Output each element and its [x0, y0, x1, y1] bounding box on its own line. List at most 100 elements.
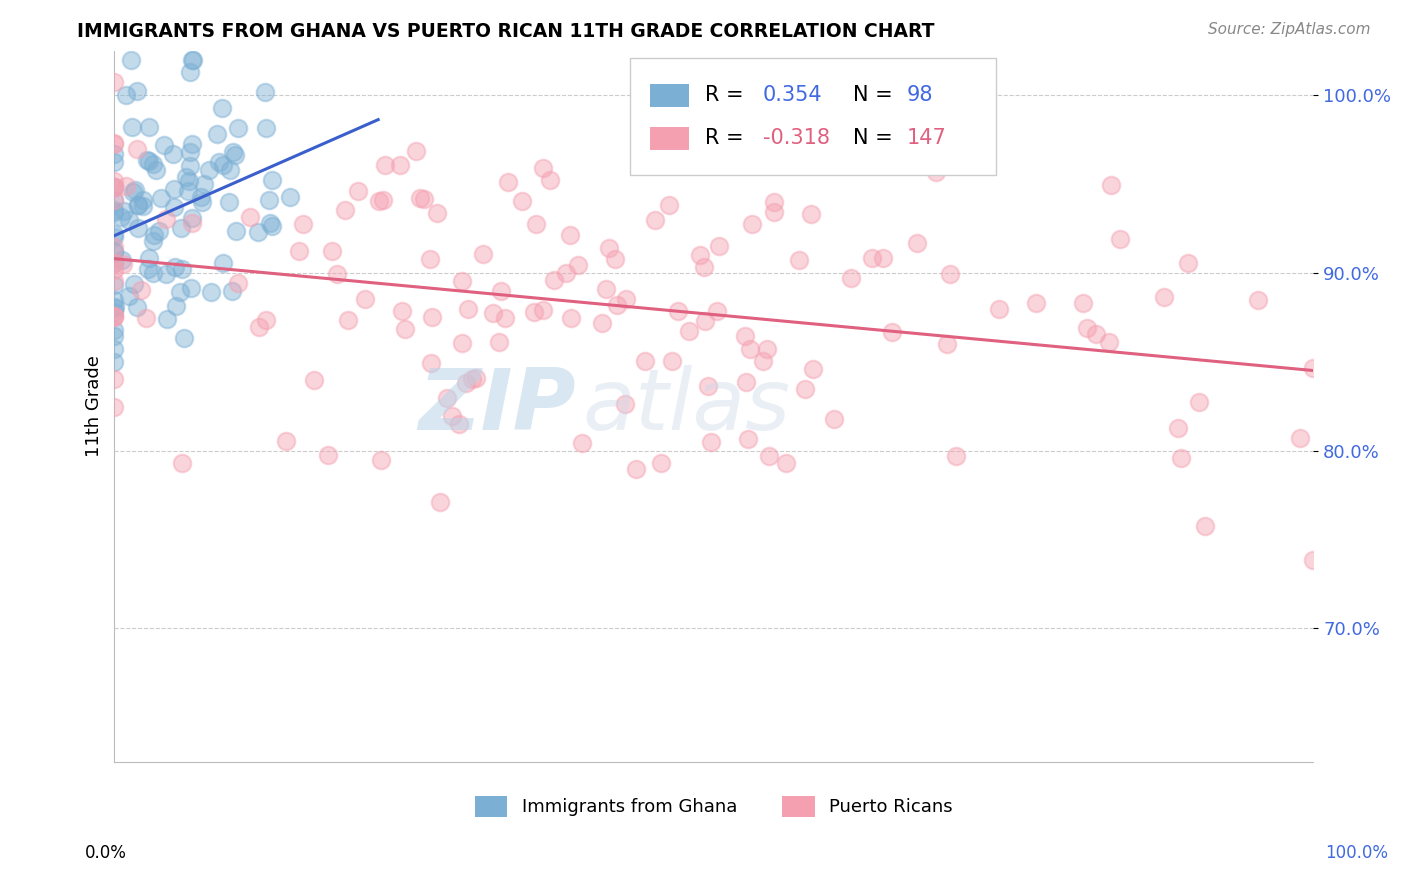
- Point: [374, 158, 396, 172]
- Point: [103, 136, 125, 151]
- Point: [531, 302, 554, 317]
- Point: [554, 266, 576, 280]
- Point: [163, 260, 186, 275]
- Point: [239, 210, 262, 224]
- Point: [181, 211, 204, 226]
- Point: [103, 400, 125, 414]
- Point: [180, 281, 202, 295]
- Text: R =: R =: [706, 86, 751, 105]
- Point: [567, 258, 589, 272]
- Point: [103, 305, 125, 319]
- Point: [257, 193, 280, 207]
- Point: [208, 155, 231, 169]
- Point: [872, 252, 894, 266]
- Point: [762, 194, 785, 209]
- Point: [460, 372, 482, 386]
- Point: [420, 310, 443, 324]
- Point: [634, 353, 657, 368]
- Point: [1097, 335, 1119, 350]
- Point: [440, 409, 463, 424]
- Text: IMMIGRANTS FROM GHANA VS PUERTO RICAN 11TH GRADE CORRELATION CHART: IMMIGRANTS FROM GHANA VS PUERTO RICAN 11…: [77, 22, 935, 41]
- Point: [103, 147, 125, 161]
- Point: [800, 207, 823, 221]
- Point: [162, 146, 184, 161]
- Point: [197, 163, 219, 178]
- Point: [693, 314, 716, 328]
- FancyBboxPatch shape: [651, 84, 689, 107]
- Point: [218, 162, 240, 177]
- Point: [127, 84, 149, 98]
- Point: [211, 256, 233, 270]
- Point: [246, 225, 269, 239]
- Point: [741, 218, 763, 232]
- Point: [181, 53, 204, 67]
- Point: [494, 310, 516, 325]
- Point: [122, 277, 145, 292]
- Point: [457, 301, 479, 316]
- Point: [103, 329, 125, 343]
- Point: [103, 263, 125, 277]
- Point: [103, 274, 125, 288]
- Point: [118, 212, 141, 227]
- Point: [734, 329, 756, 343]
- Point: [1099, 178, 1122, 192]
- Point: [179, 159, 201, 173]
- Point: [614, 397, 637, 411]
- Point: [163, 200, 186, 214]
- Point: [945, 449, 967, 463]
- Point: [737, 433, 759, 447]
- Point: [451, 336, 474, 351]
- Point: [787, 253, 810, 268]
- Point: [103, 309, 125, 323]
- Text: ZIP: ZIP: [419, 365, 576, 448]
- Point: [142, 227, 165, 242]
- Point: [291, 218, 314, 232]
- Point: [456, 376, 478, 390]
- Point: [321, 244, 343, 259]
- Point: [103, 310, 125, 324]
- Point: [247, 320, 270, 334]
- Point: [988, 301, 1011, 316]
- Point: [253, 85, 276, 99]
- Point: [595, 282, 617, 296]
- Point: [371, 193, 394, 207]
- Text: -0.318: -0.318: [763, 128, 830, 148]
- Point: [925, 165, 948, 179]
- Point: [125, 300, 148, 314]
- Point: [259, 216, 281, 230]
- Point: [111, 253, 134, 268]
- Point: [280, 190, 302, 204]
- Point: [1084, 327, 1107, 342]
- Point: [839, 270, 862, 285]
- Point: [1302, 552, 1324, 566]
- Point: [405, 144, 427, 158]
- Point: [103, 230, 125, 244]
- Point: [1194, 519, 1216, 533]
- Point: [538, 172, 561, 186]
- Point: [142, 157, 165, 171]
- Point: [225, 224, 247, 238]
- Point: [125, 142, 148, 156]
- Point: [179, 145, 201, 160]
- Point: [337, 313, 360, 327]
- Point: [880, 325, 903, 339]
- Point: [531, 161, 554, 175]
- Point: [543, 273, 565, 287]
- Point: [429, 495, 451, 509]
- Point: [260, 219, 283, 234]
- Point: [413, 192, 436, 206]
- Point: [103, 179, 125, 194]
- Point: [120, 53, 142, 67]
- Point: [103, 256, 125, 270]
- Point: [211, 101, 233, 115]
- Text: atlas: atlas: [582, 365, 790, 448]
- Point: [678, 324, 700, 338]
- Point: [644, 213, 666, 227]
- Point: [661, 354, 683, 368]
- Point: [666, 303, 689, 318]
- Point: [624, 462, 647, 476]
- Point: [451, 274, 474, 288]
- Text: 0.0%: 0.0%: [84, 844, 127, 862]
- Point: [218, 195, 240, 210]
- Point: [221, 284, 243, 298]
